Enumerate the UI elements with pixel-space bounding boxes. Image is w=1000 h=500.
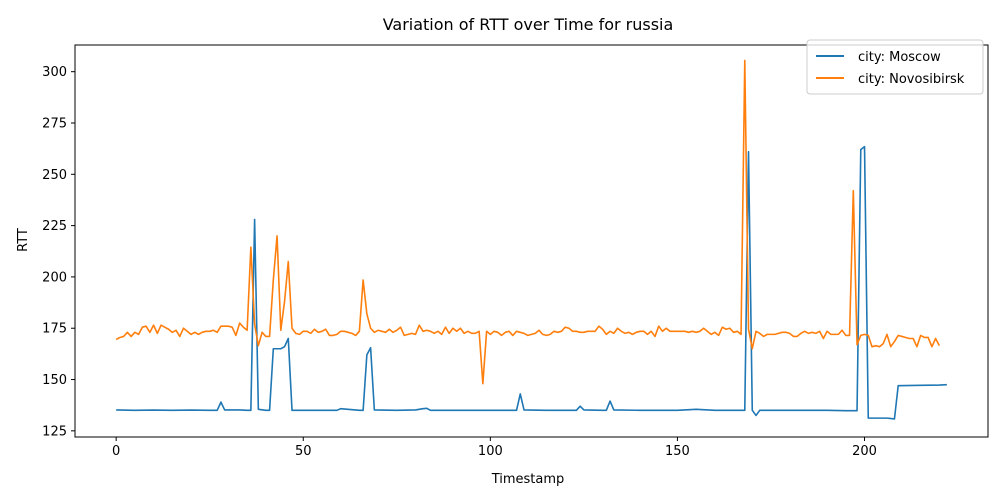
x-axis-label: Timestamp <box>491 472 565 487</box>
x-tick-label: 50 <box>295 444 312 459</box>
x-tick-label: 0 <box>112 444 120 459</box>
y-axis-label: RTT <box>16 228 31 252</box>
chart-title: Variation of RTT over Time for russia <box>383 15 674 34</box>
y-tick-label: 150 <box>42 373 67 388</box>
x-tick-label: 100 <box>478 444 503 459</box>
y-tick-label: 200 <box>42 270 67 285</box>
y-tick-label: 275 <box>42 116 67 131</box>
y-tick-label: 175 <box>42 322 67 337</box>
y-tick-label: 125 <box>42 424 67 439</box>
x-tick-label: 150 <box>665 444 690 459</box>
y-tick-label: 225 <box>42 219 67 234</box>
y-tick-label: 250 <box>42 168 67 183</box>
x-axis: 0 50 100 150 200 <box>112 437 877 459</box>
y-axis: 125 150 175 200 225 250 275 300 <box>42 65 75 439</box>
x-tick-label: 200 <box>852 444 877 459</box>
legend-label-moscow: city: Moscow <box>858 50 941 65</box>
plot-frame <box>74 44 989 438</box>
series-line-moscow <box>116 145 947 420</box>
y-tick-label: 300 <box>42 65 67 80</box>
legend-label-novosibirsk: city: Novosibirsk <box>858 72 965 87</box>
series-line-novosibirsk <box>115 59 941 385</box>
legend: city: Moscow city: Novosibirsk <box>806 39 984 95</box>
plot-area <box>74 44 989 438</box>
legend-frame <box>806 39 984 95</box>
